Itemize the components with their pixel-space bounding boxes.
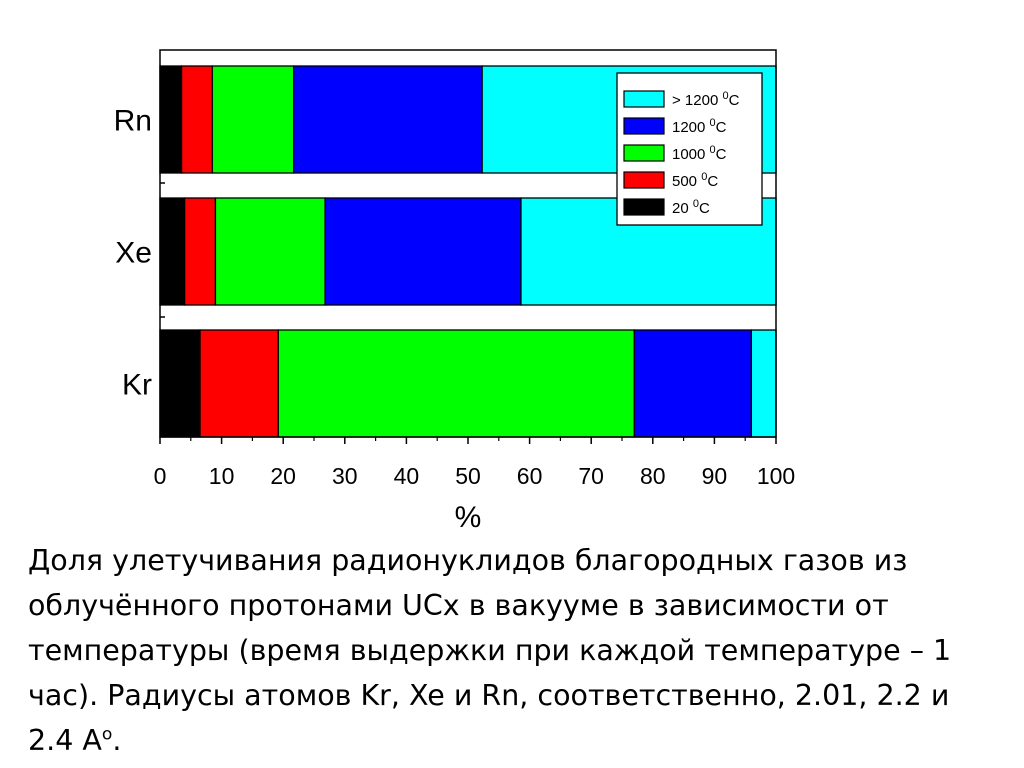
bar-group — [159, 65, 777, 438]
x-axis-label: % — [455, 501, 482, 534]
legend-swatch-2 — [623, 144, 665, 162]
bar-kr-series-0 — [159, 329, 201, 438]
x-tick-label-60: 60 — [517, 463, 543, 489]
legend-swatch-0 — [623, 90, 665, 108]
legend-swatch-3 — [623, 171, 665, 189]
bar-kr-series-3 — [633, 329, 753, 438]
legend-label-4: 20 0C — [672, 198, 710, 217]
x-tick-label-20: 20 — [270, 463, 296, 489]
caption-end: . — [112, 724, 122, 757]
bar-xe-series-1 — [183, 197, 217, 306]
legend: > 1200 0C 1200 0C 1000 0C 500 0C 20 0C — [616, 72, 763, 226]
legend-swatch-1 — [623, 117, 665, 135]
plot-frame — [159, 49, 777, 438]
bar-rn-series-2 — [211, 65, 295, 174]
x-axis: 0 10 20 30 40 50 60 70 80 90 100 — [154, 437, 795, 489]
bar-xe-series-2 — [214, 197, 326, 306]
legend-label-1: 1200 0C — [672, 117, 727, 136]
legend-label-2: 1000 0C — [672, 144, 727, 163]
x-tick-label-40: 40 — [394, 463, 420, 489]
x-tick-label-90: 90 — [702, 463, 728, 489]
legend-swatch-4 — [623, 198, 665, 216]
bar-kr-series-1 — [199, 329, 279, 438]
caption-superscript: o — [101, 724, 113, 745]
x-tick-label-30: 30 — [332, 463, 358, 489]
x-tick-label-70: 70 — [578, 463, 604, 489]
x-tick-label-0: 0 — [154, 463, 167, 489]
caption-text: Доля улетучивания радионуклидов благород… — [28, 544, 952, 757]
category-label-kr: Kr — [122, 369, 152, 402]
bar-xe-series-3 — [324, 197, 522, 306]
x-tick-label-50: 50 — [455, 463, 481, 489]
category-label-xe: Xe — [115, 237, 152, 270]
category-label-rn: Rn — [114, 105, 152, 138]
x-tick-label-80: 80 — [640, 463, 666, 489]
x-tick-label-100: 100 — [757, 463, 795, 489]
bar-rn-series-1 — [180, 65, 214, 174]
bar-xe-series-0 — [159, 197, 186, 306]
x-tick-label-10: 10 — [209, 463, 235, 489]
bar-kr-series-2 — [277, 329, 635, 438]
legend-label-3: 500 0C — [672, 171, 718, 190]
bar-rn-series-3 — [293, 65, 483, 174]
bar-kr-series-4 — [750, 329, 777, 438]
bar-rn-series-0 — [159, 65, 183, 174]
y-axis: Kr Xe Rn — [114, 105, 165, 402]
legend-label-0: > 1200 0C — [672, 90, 740, 109]
stacked-bar-chart: 0 10 20 30 40 50 60 70 80 90 100 Kr Xe Rn % > 1200 0… — [114, 49, 795, 534]
figure-caption: Доля улетучивания радионуклидов благород… — [28, 538, 988, 763]
